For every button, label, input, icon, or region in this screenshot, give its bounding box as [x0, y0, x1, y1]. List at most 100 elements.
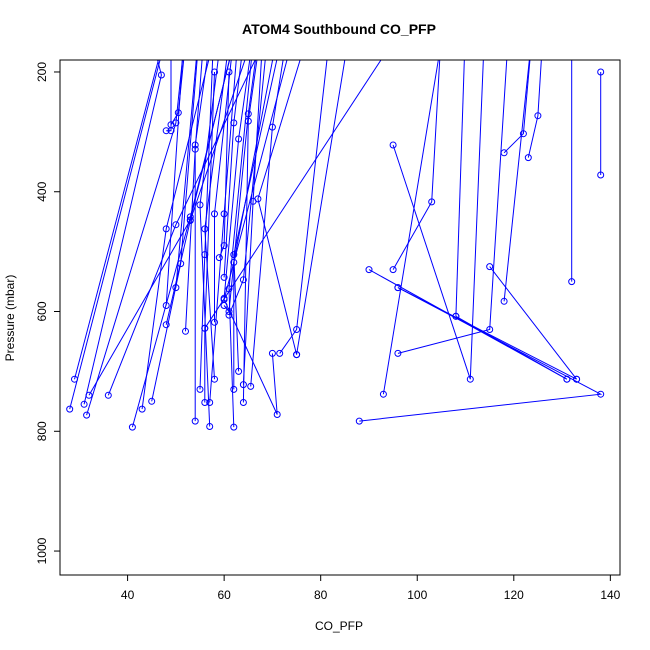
data-point [220, 273, 228, 281]
plot-area [66, 60, 605, 431]
data-point [128, 423, 136, 431]
y-tick-label: 200 [35, 62, 49, 82]
data-point [355, 417, 363, 425]
data-point [239, 399, 247, 406]
data-point [573, 375, 581, 383]
data-point [148, 397, 156, 405]
series-line [223, 60, 257, 313]
series-line [489, 266, 577, 380]
data-point [162, 225, 170, 233]
data-point [239, 276, 247, 284]
x-tick-label: 100 [407, 588, 427, 602]
data-point [235, 135, 243, 143]
series-line [74, 60, 159, 380]
series-line [223, 60, 242, 278]
data-point [394, 349, 402, 357]
series-line [165, 60, 183, 306]
series-line [199, 60, 214, 390]
series-line [69, 60, 161, 410]
data-point [186, 217, 194, 224]
series-line [382, 60, 439, 395]
data-point [428, 198, 436, 206]
series-line [296, 60, 346, 355]
data-point [247, 382, 255, 390]
series-line [257, 60, 301, 355]
data-point [201, 225, 209, 233]
x-tick-label: 80 [314, 588, 328, 602]
data-point [389, 266, 397, 274]
chart-title: ATOM4 Southbound CO_PFP [242, 21, 436, 37]
series-line [250, 60, 284, 387]
data-point [597, 390, 605, 398]
data-point [83, 411, 91, 419]
data-point [201, 399, 209, 406]
data-point [486, 326, 494, 333]
series-line [279, 60, 328, 354]
data-point [597, 68, 605, 76]
data-point [500, 297, 508, 305]
data-point [244, 110, 252, 118]
x-tick-label: 140 [600, 588, 620, 602]
data-point [211, 210, 218, 218]
x-axis-label: CO_PFP [315, 619, 363, 633]
x-axis: 40 60 80 100 120 140 [121, 575, 621, 602]
data-point [254, 195, 262, 203]
data-point [365, 266, 373, 274]
data-point [563, 375, 571, 383]
data-point [162, 127, 170, 135]
series-line [455, 60, 465, 317]
data-point [157, 71, 165, 79]
data-point [230, 385, 238, 393]
series-line [392, 60, 441, 270]
data-point [394, 284, 402, 292]
data-point [196, 385, 204, 393]
series-line [503, 60, 531, 154]
data-point [104, 391, 112, 399]
series-line [392, 60, 484, 380]
series-line [170, 60, 185, 125]
series-line [397, 287, 577, 380]
x-tick-label: 40 [121, 588, 135, 602]
data-point [534, 112, 542, 120]
series-line [223, 60, 288, 415]
data-point [201, 324, 209, 332]
data-point [273, 411, 281, 418]
series-line [214, 60, 232, 323]
data-point [174, 109, 182, 117]
data-point [466, 375, 474, 383]
data-point [389, 141, 397, 149]
series-line [83, 60, 162, 405]
data-point [172, 221, 180, 229]
series-line [175, 60, 197, 288]
data-point [293, 326, 301, 333]
series-line [223, 60, 251, 299]
y-axis-label: Pressure (mbar) [3, 275, 17, 362]
series-line [199, 60, 219, 427]
series-line [107, 60, 256, 396]
data-point [191, 141, 199, 149]
data-point [486, 263, 494, 271]
y-tick-label: 400 [35, 181, 49, 201]
x-tick-label: 120 [504, 588, 524, 602]
data-point [162, 302, 170, 309]
data-point [211, 318, 218, 326]
data-point [500, 149, 508, 157]
data-point [220, 296, 228, 303]
plot-frame [59, 59, 621, 576]
data-point [167, 121, 175, 129]
data-point [211, 375, 218, 383]
series-line [503, 60, 530, 302]
data-point [276, 349, 284, 357]
data-point [220, 242, 228, 250]
series-line [242, 60, 258, 403]
data-point [379, 390, 387, 398]
series-line [194, 60, 208, 422]
data-point [80, 400, 88, 408]
data-point [244, 117, 252, 125]
data-point [220, 210, 228, 218]
series-line [209, 60, 237, 403]
data-point [215, 254, 223, 262]
x-tick-label: 60 [217, 588, 231, 602]
data-point [172, 284, 180, 292]
